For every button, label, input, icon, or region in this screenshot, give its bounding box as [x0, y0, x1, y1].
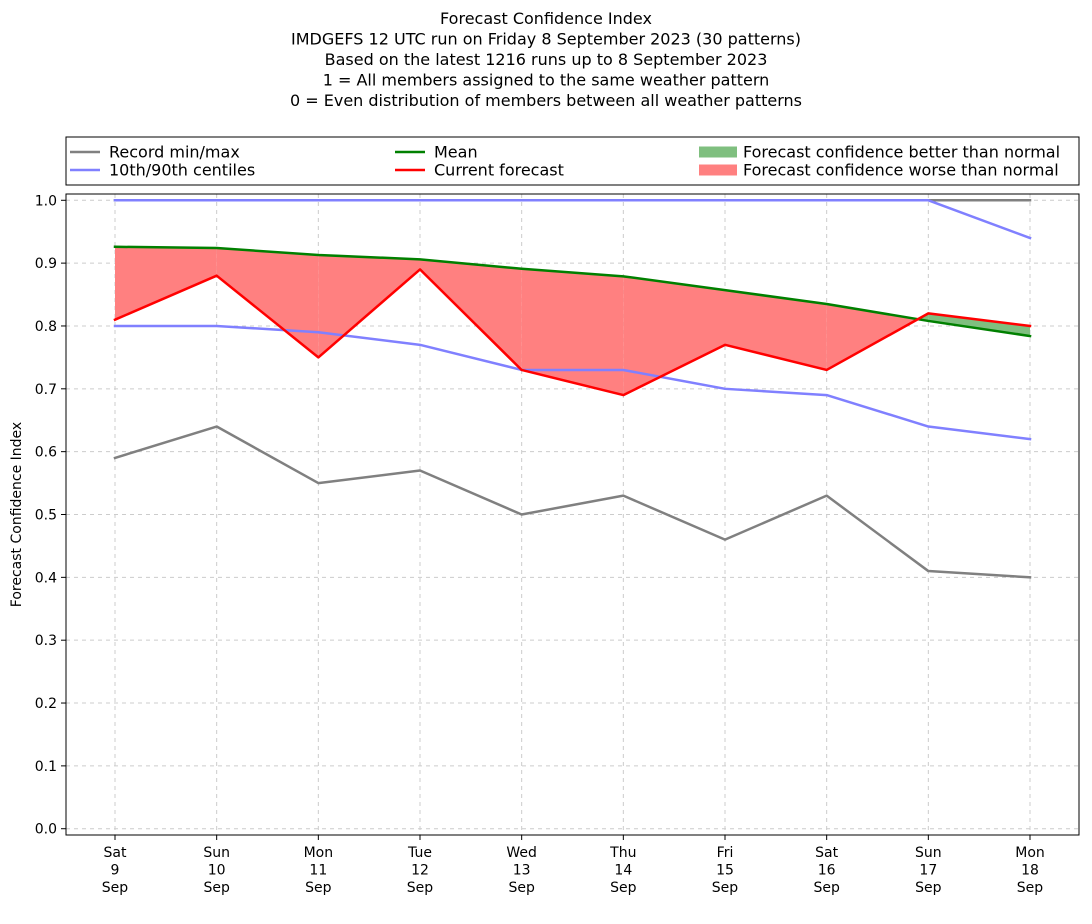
x-tick-label: Sun [203, 845, 230, 861]
y-tick-label: 0.4 [35, 570, 57, 586]
x-tick-label: 18 [1021, 863, 1039, 879]
x-tick-label: Sep [102, 880, 129, 896]
legend-box [65, 136, 1080, 186]
series-mean-line [113, 245, 1032, 338]
x-tick-label: Sat [815, 845, 838, 861]
x-tick-label: Sun [915, 845, 942, 861]
x-tick-label: Sep [305, 880, 332, 896]
series-record-min-line [113, 425, 1032, 579]
x-tick-label: 9 [111, 863, 120, 879]
x-tick-label: Fri [717, 845, 734, 861]
fill-worse-than-normal [623, 276, 725, 396]
y-tick-label: 0.5 [35, 508, 57, 524]
chart-title-line: Forecast Confidence Index [440, 9, 652, 28]
legend-swatch [699, 146, 737, 158]
y-tick-label: 1.0 [35, 193, 57, 209]
x-tick-label: Sep [915, 880, 942, 896]
legend-label: Forecast confidence better than normal [743, 143, 1060, 162]
fill-worse-than-normal [115, 246, 217, 320]
series-current-forecast-line [113, 268, 1032, 397]
legend-label: Forecast confidence worse than normal [743, 161, 1059, 180]
x-tick-label: Sep [1017, 880, 1044, 896]
x-tick-label: Sep [813, 880, 840, 896]
fill-better-than-normal [928, 313, 1030, 337]
fill-worse-than-normal [420, 259, 522, 370]
x-tick-label: Wed [506, 845, 537, 861]
y-tick-label: 0.3 [35, 633, 57, 649]
x-tick-label: Sep [508, 880, 535, 896]
x-tick-label: 12 [411, 863, 429, 879]
x-tick-label: 10 [208, 863, 226, 879]
x-tick-label: 17 [919, 863, 937, 879]
legend-label: Mean [434, 143, 478, 162]
chart-title-line: 1 = All members assigned to the same wea… [323, 71, 770, 90]
y-tick-label: 0.1 [35, 759, 57, 775]
x-tick-label: Thu [609, 845, 636, 861]
x-tick-label: 15 [716, 863, 734, 879]
y-tick-label: 0.2 [35, 696, 57, 712]
fill-worse-than-normal [318, 254, 420, 358]
x-tick-label: Tue [407, 845, 432, 861]
x-tick-label: 11 [309, 863, 327, 879]
x-tick-label: Sep [712, 880, 739, 896]
x-tick-label: Sep [610, 880, 637, 896]
y-tick-label: 0.8 [35, 319, 57, 335]
fill-worse-than-normal [521, 268, 624, 396]
series-90th-centile-line [113, 199, 1032, 240]
x-tick-label: Sat [104, 845, 127, 861]
legend-label: Current forecast [434, 161, 564, 180]
y-axis-label: Forecast Confidence Index [9, 422, 25, 607]
x-tick-label: 14 [614, 863, 632, 879]
legend-label: 10th/90th centiles [109, 161, 255, 180]
x-tick-label: Mon [304, 845, 334, 861]
legend-label: Record min/max [109, 143, 240, 162]
x-tick-label: 16 [818, 863, 836, 879]
y-tick-label: 0.7 [35, 382, 57, 398]
y-tick-label: 0.6 [35, 445, 57, 461]
chart-title-line: 0 = Even distribution of members between… [290, 91, 802, 110]
chart-title-line: Based on the latest 1216 runs up to 8 Se… [325, 50, 768, 69]
x-tick-label: Mon [1015, 845, 1045, 861]
legend-swatch [699, 164, 737, 176]
y-tick-label: 0.0 [35, 822, 57, 838]
chart-title-line: IMDGEFS 12 UTC run on Friday 8 September… [291, 30, 801, 49]
series-10th-centile-line [113, 324, 1032, 441]
y-tick-label: 0.9 [35, 256, 57, 272]
x-tick-label: 13 [513, 863, 531, 879]
fill-worse-than-normal [826, 303, 918, 370]
x-tick-label: Sep [203, 880, 230, 896]
x-tick-label: Sep [407, 880, 434, 896]
